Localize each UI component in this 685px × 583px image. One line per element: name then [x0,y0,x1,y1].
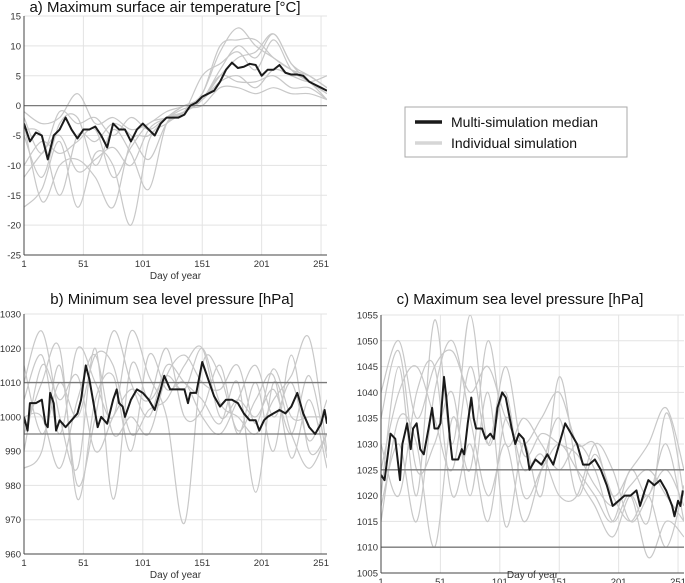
legend-individual-label: Individual simulation [451,135,577,151]
x-tick-label: 51 [78,259,89,270]
x-tick-label: 151 [551,577,567,583]
y-tick-label: 1005 [357,569,378,580]
x-tick-label: 201 [254,259,270,270]
legend-median-label: Multi-simulation median [451,114,598,130]
chart-title: c) Maximum sea level pressure [hPa] [397,291,644,308]
y-tick-label: -25 [7,251,21,262]
y-tick-label: 0 [16,101,21,112]
y-tick-label: 1035 [357,414,378,425]
median-line [381,375,684,518]
y-tick-label: 1010 [0,378,21,389]
y-tick-label: 1050 [357,336,378,347]
chart-title: b) Minimum sea level pressure [hPa] [50,291,293,308]
x-tick-label: 101 [135,259,151,270]
median-line [24,61,327,161]
median-line [24,361,327,435]
individual-simulation-line [24,37,327,131]
y-tick-label: 1015 [357,517,378,528]
y-tick-label: 990 [5,447,21,458]
y-tick-label: 980 [5,481,21,492]
y-tick-label: 15 [10,12,21,23]
x-axis-label: Day of year [150,570,202,581]
y-tick-label: 1025 [357,465,378,476]
y-tick-label: 970 [5,515,21,526]
y-tick-label: -20 [7,221,21,232]
chart-title: a) Maximum surface air temperature [°C] [29,0,300,16]
individual-simulation-line [24,85,327,178]
individual-simulation-line [381,339,684,548]
y-tick-label: 960 [5,550,21,561]
plot-area [381,315,684,559]
individual-simulation-line [24,329,327,524]
y-tick-label: 10 [10,41,21,52]
legend-box [404,106,628,158]
y-tick-label: -5 [13,131,21,142]
individual-simulation-line [24,347,327,456]
y-tick-label: -15 [7,191,21,202]
x-tick-label: 251 [313,259,329,270]
y-tick-label: -10 [7,161,21,172]
x-tick-label: 201 [611,577,627,583]
x-tick-label: 101 [135,558,151,569]
plot-area [24,329,327,524]
x-axis-label: Day of year [507,570,559,581]
individual-simulation-line [24,39,327,191]
y-tick-label: 1010 [357,543,378,554]
panel-b: 1 51 101 151 201 2519609709809901000101010201… [0,291,329,581]
y-tick-label: 5 [16,71,21,82]
plot-area [24,27,327,226]
y-tick-label: 1020 [357,491,378,502]
x-tick-label: 51 [435,577,446,583]
y-tick-label: 1030 [357,440,378,451]
x-tick-label: 1 [378,577,383,583]
legend: Multi-simulation median Individual simul… [404,106,628,158]
x-tick-label: 101 [492,577,508,583]
individual-simulation-line [24,354,327,469]
individual-simulation-line [24,342,327,500]
y-tick-label: 1020 [0,344,21,355]
individual-simulation-line [24,33,327,178]
y-tick-label: 1045 [357,362,378,373]
y-tick-label: 1000 [0,412,21,423]
individual-simulation-line [381,365,684,522]
y-tick-label: 1055 [357,311,378,322]
x-tick-label: 251 [670,577,685,583]
x-tick-label: 201 [254,558,270,569]
y-tick-label: 1040 [357,388,378,399]
x-tick-label: 51 [78,558,89,569]
x-tick-label: 251 [313,558,329,569]
panel-c: 1 51 101 151 201 2511005101010151020102510301… [357,291,685,583]
x-axis-label: Day of year [150,271,202,282]
x-tick-label: 1 [21,259,26,270]
x-tick-label: 151 [194,259,210,270]
x-tick-label: 151 [194,558,210,569]
x-tick-label: 1 [21,558,26,569]
y-tick-label: 1030 [0,310,21,321]
